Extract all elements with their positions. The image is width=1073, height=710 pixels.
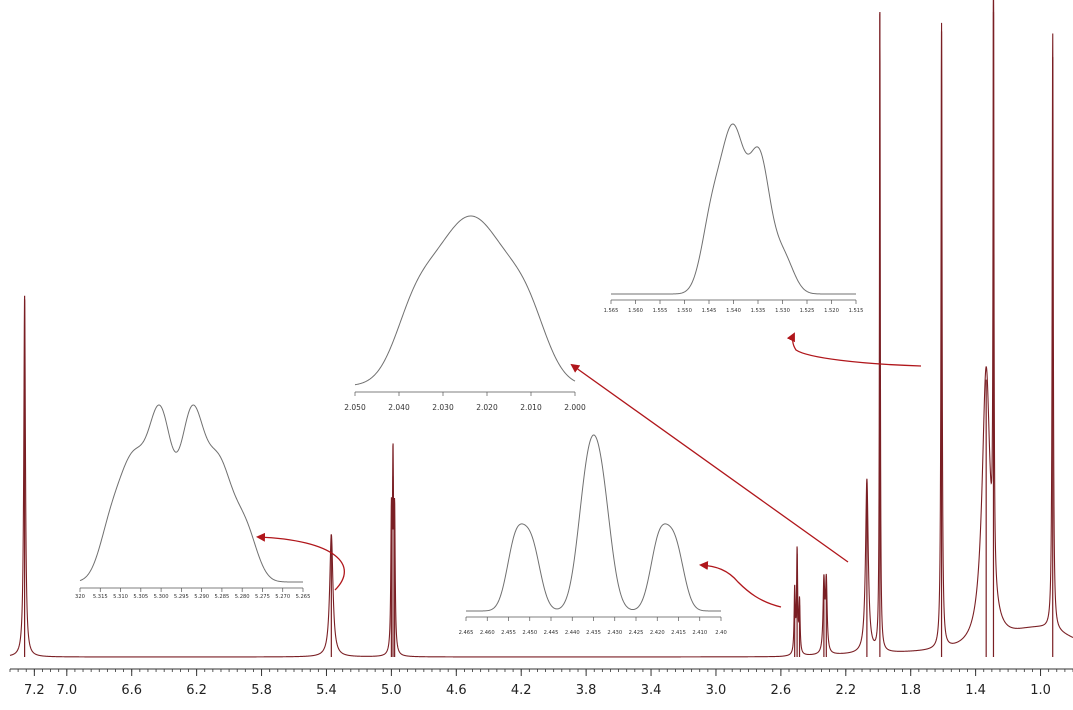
- tick-label: 2.2: [835, 683, 856, 698]
- inset-tick-label: 2.455: [501, 630, 516, 636]
- inset-tick-label: 1.520: [824, 308, 839, 314]
- tick-label: 4.6: [446, 683, 467, 698]
- inset-tick-label: 1.545: [702, 308, 717, 314]
- arrow-to-inset-2.43: [699, 560, 782, 608]
- inset-tick-label: 2.040: [388, 403, 410, 412]
- inset-tick-label: 5.305: [133, 594, 148, 600]
- inset-tick-label: 1.555: [653, 308, 668, 314]
- tick-label: 3.0: [706, 683, 727, 698]
- tick-label: 2.6: [771, 683, 792, 698]
- inset-tick-label: 1.515: [849, 308, 864, 314]
- tick-label: 3.4: [641, 683, 662, 698]
- inset-tick-label: 2.000: [564, 403, 586, 412]
- inset-1.54: 1.565 1.560 1.555 1.550 1.545 1.540 1.535 1.530…: [604, 123, 864, 314]
- inset-tick-label: 5.315: [93, 594, 108, 600]
- inset-tick-label: 2.465: [459, 630, 474, 636]
- inset-tick-label: 2.410: [692, 630, 707, 636]
- arrow-to-inset-2.02: [570, 363, 849, 563]
- arrow-to-inset-1.54: [786, 332, 922, 367]
- inset-tick-label: 5.265: [296, 594, 311, 600]
- tick-label: 5.8: [251, 683, 272, 698]
- inset-tick-label: 320: [75, 594, 85, 600]
- inset-tick-label: 5.310: [113, 594, 128, 600]
- inset-trace: [611, 123, 856, 295]
- main-spectrum: [9, 0, 1073, 658]
- tick-label: 6.6: [121, 683, 142, 698]
- inset-tick-label: 2.425: [629, 630, 644, 636]
- inset-tick-label: 2.450: [522, 630, 537, 636]
- inset-tick-label: 1.550: [677, 308, 692, 314]
- main-x-axis: 7.2 7.0 6.6 6.2 5.8 5.4 5.0 4.6 4.2 3.8 3.4 3.0 2.6 2…: [9, 668, 1073, 698]
- inset-trace: [79, 404, 303, 583]
- arrow-to-inset-5.30: [256, 532, 345, 591]
- inset-tick-label: 5.275: [255, 594, 270, 600]
- tick-label: 1.0: [1030, 683, 1051, 698]
- inset-tick-label: 5.270: [275, 594, 290, 600]
- inset-tick-label: 2.40: [715, 630, 727, 636]
- inset-2.02: 2.050 2.040 2.030 2.020 2.010 2.000: [344, 215, 586, 412]
- tick-label: 4.2: [511, 683, 532, 698]
- inset-tick-label: 1.525: [800, 308, 815, 314]
- inset-tick-label: 5.290: [194, 594, 209, 600]
- inset-tick-label: 5.300: [154, 594, 169, 600]
- inset-trace: [466, 434, 721, 612]
- inset-tick-label: 1.565: [604, 308, 619, 314]
- tick-label: 1.4: [965, 683, 986, 698]
- inset-tick-label: 1.540: [726, 308, 741, 314]
- inset-tick-label: 2.030: [432, 403, 454, 412]
- spectrum-trace: [9, 0, 1073, 658]
- inset-2.43: 2.465 2.460 2.455 2.450 2.445 2.440 2.435 2.430…: [459, 434, 727, 636]
- inset-tick-label: 2.420: [650, 630, 665, 636]
- inset-tick-label: 2.445: [544, 630, 559, 636]
- inset-tick-label: 2.430: [607, 630, 622, 636]
- inset-tick-label: 2.415: [671, 630, 686, 636]
- inset-tick-label: 2.010: [520, 403, 542, 412]
- inset-tick-label: 2.435: [586, 630, 601, 636]
- inset-tick-label: 1.530: [775, 308, 790, 314]
- inset-tick-label: 2.460: [480, 630, 495, 636]
- tick-label: 3.8: [576, 683, 597, 698]
- inset-tick-label: 5.285: [214, 594, 229, 600]
- tick-label: 6.2: [186, 683, 207, 698]
- inset-tick-label: 2.440: [565, 630, 580, 636]
- inset-tick-label: 2.020: [476, 403, 498, 412]
- inset-5.30: 320 5.315 5.310 5.305 5.300 5.295 5.290 5.285 5.…: [75, 404, 311, 600]
- tick-label: 7.2: [24, 683, 45, 698]
- inset-tick-label: 1.560: [628, 308, 643, 314]
- tick-label: 1.8: [900, 683, 921, 698]
- expansion-arrows: [256, 332, 922, 608]
- inset-expansions: 320 5.315 5.310 5.305 5.300 5.295 5.290 5.285 5.…: [75, 123, 864, 636]
- inset-tick-label: 5.280: [235, 594, 250, 600]
- tick-label: 7.0: [56, 683, 77, 698]
- inset-trace: [354, 215, 576, 386]
- tick-label: 5.0: [381, 683, 402, 698]
- inset-tick-label: 1.535: [751, 308, 766, 314]
- tick-label: 5.4: [316, 683, 337, 698]
- inset-tick-label: 2.050: [344, 403, 366, 412]
- inset-tick-label: 5.295: [174, 594, 189, 600]
